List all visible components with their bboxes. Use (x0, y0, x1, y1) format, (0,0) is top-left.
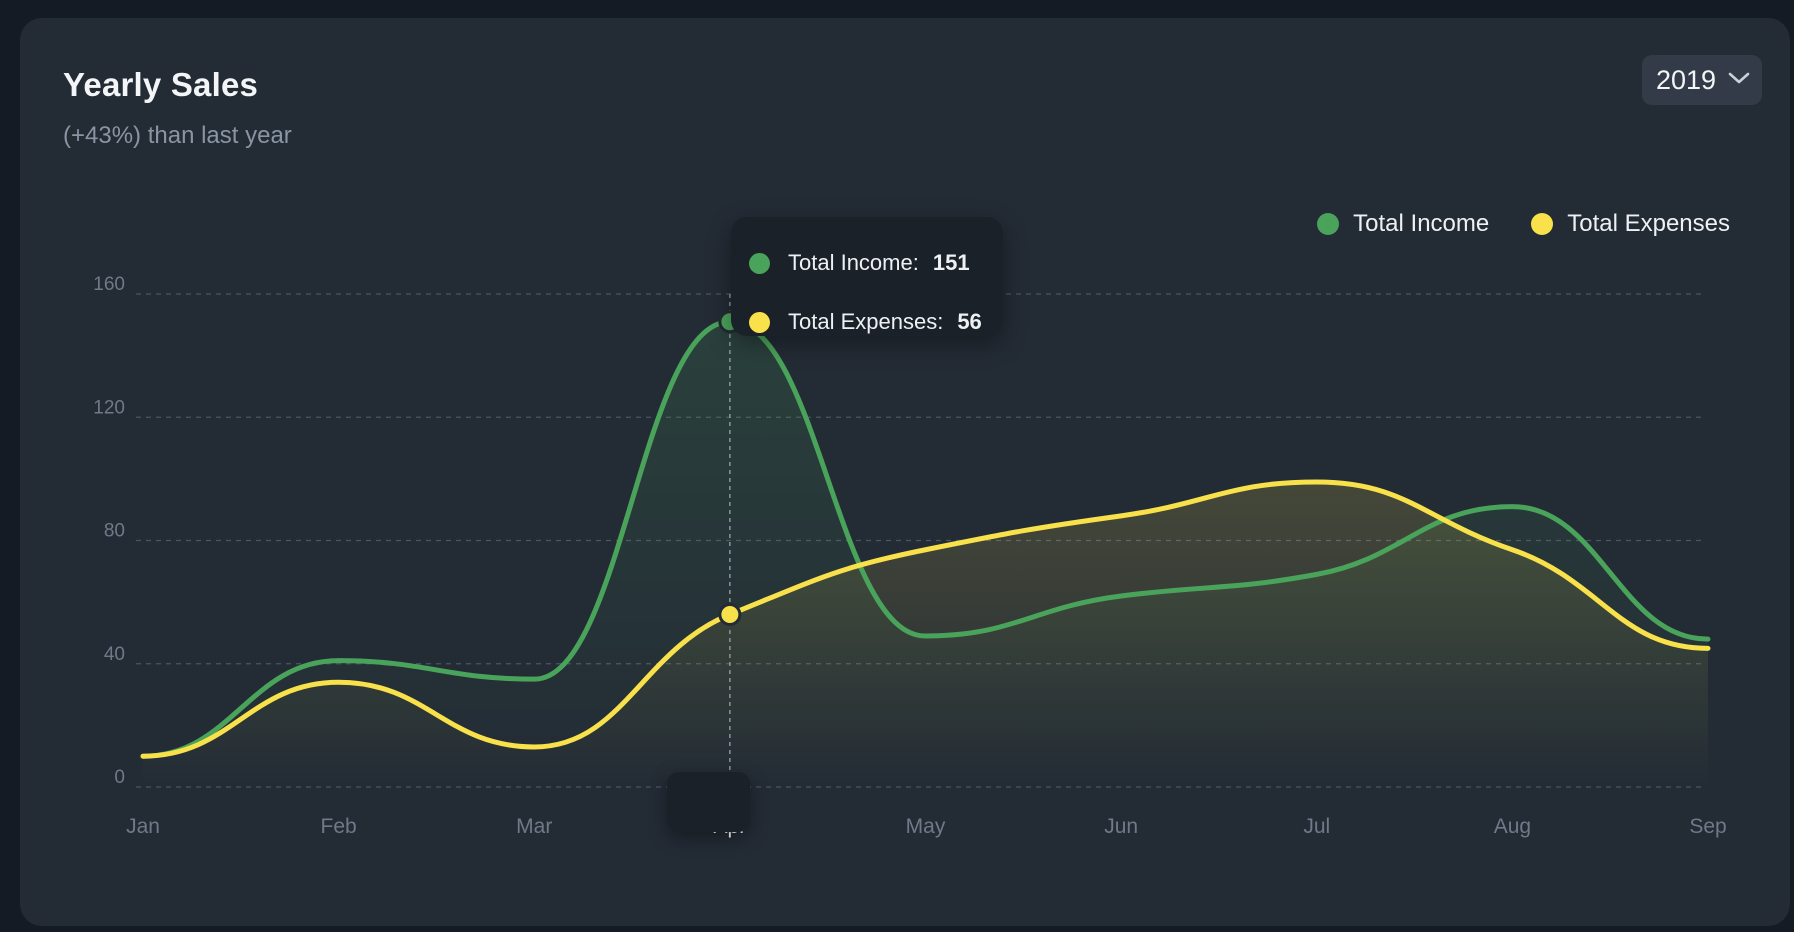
legend-item-expenses[interactable]: Total Expenses (1531, 210, 1730, 238)
tooltip-dot-income (749, 252, 770, 274)
tooltip-row-expenses: Total Expenses: 56 (749, 309, 982, 335)
legend-label-expenses: Total Expenses (1567, 210, 1730, 237)
y-tick-labels: 0 40 80 120 160 (93, 274, 125, 788)
line-expenses (140, 479, 1711, 759)
x-tick-aug: Aug (1494, 815, 1531, 838)
y-tick-160: 160 (93, 274, 125, 295)
y-tick-80: 80 (104, 521, 125, 542)
chevron-down-icon (1728, 72, 1750, 84)
y-tick-120: 120 (93, 397, 125, 418)
y-tick-40: 40 (104, 644, 125, 665)
series-lines (140, 319, 1711, 759)
tooltip-row-income: Total Income: 151 (749, 250, 970, 276)
legend-label-income: Total Income (1353, 210, 1490, 237)
x-tick-feb: Feb (321, 815, 357, 838)
x-tick-jun: Jun (1104, 815, 1138, 838)
chart-tooltip: Total Income: 151 Total Expenses: 56 (731, 217, 1003, 336)
chart-subtitle: (+43%) than last year (63, 122, 292, 149)
chart-title: Yearly Sales (63, 66, 259, 103)
legend-dot-income (1317, 213, 1340, 235)
legend-item-income[interactable]: Total Income (1317, 210, 1489, 238)
highlighted-x-badge (667, 772, 750, 832)
tooltip-value-income: 151 (932, 250, 970, 275)
x-tick-may: May (906, 815, 946, 838)
x-tick-mar: Mar (516, 815, 552, 838)
chart-legend: Total Income Total Expenses (1317, 210, 1730, 238)
tooltip-label-income: Total Income: (788, 250, 919, 275)
tooltip-dot-expenses (749, 311, 770, 333)
x-tick-jul: Jul (1303, 815, 1330, 838)
x-tick-labels: JanFebMarAprMayJunJulAugSep (126, 815, 1727, 838)
x-tick-sep: Sep (1689, 815, 1726, 838)
y-tick-0: 0 (114, 767, 125, 788)
tooltip-value-expenses: 56 (957, 309, 982, 334)
series-areas (143, 321, 1708, 787)
x-tick-jan: Jan (126, 815, 160, 838)
year-select-value: 2019 (1656, 64, 1717, 95)
tooltip-label-expenses: Total Expenses: (788, 309, 944, 334)
legend-dot-expenses (1531, 213, 1554, 235)
year-select[interactable]: 2019 (1642, 55, 1762, 105)
hover-point-expenses (718, 602, 742, 626)
line-income (140, 319, 1711, 759)
